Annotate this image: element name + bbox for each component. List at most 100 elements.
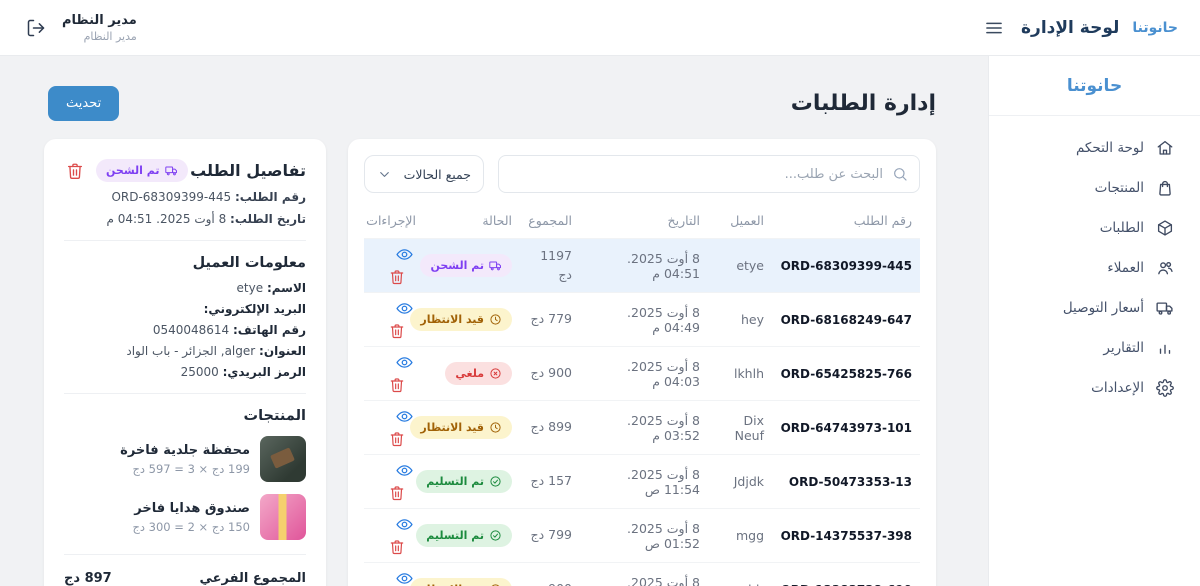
order-date-label: تاريخ الطلب:: [230, 212, 306, 226]
cell-customer: etye: [708, 238, 772, 293]
sidebar: حانوتنا لوحة التحكم المنتجات الطلبات العملا…: [988, 56, 1200, 586]
status-badge: تم التسليم: [416, 470, 512, 493]
field-label: رقم الهاتف:: [233, 323, 306, 337]
status-filter[interactable]: جميع الحالات: [364, 155, 484, 193]
customer-field: رقم الهاتف: 0540048614: [64, 323, 306, 337]
cell-total: 900 دج: [520, 346, 580, 401]
users-icon: [1156, 259, 1174, 277]
products-title: المنتجات: [243, 408, 306, 424]
cell-actions: [364, 562, 424, 586]
cell-actions: [364, 292, 424, 347]
check-circle-icon: [489, 475, 502, 488]
chevron-down-icon: [377, 167, 392, 182]
view-order-button[interactable]: [393, 405, 416, 428]
page-title: إدارة الطلبات: [790, 91, 936, 116]
field-label: البريد الإلكتروني:: [203, 302, 306, 316]
cell-order-id: ORD-14375537-398: [772, 508, 920, 563]
order-date-value: 8 أوت 2025. 04:51 م: [106, 212, 227, 226]
delete-order-button[interactable]: [386, 428, 408, 450]
cell-actions: [364, 508, 424, 563]
sidebar-nav: لوحة التحكم المنتجات الطلبات العملاء أسعار ا…: [989, 116, 1200, 420]
sidebar-item-label: العملاء: [1107, 260, 1144, 276]
user-role: مدير النظام: [83, 29, 137, 43]
cell-order-id: ORD-65425825-766: [772, 346, 920, 401]
truck-icon: [1156, 299, 1174, 317]
column-header[interactable]: المجموع: [528, 213, 572, 228]
trash-icon: [389, 539, 405, 555]
delete-order-button[interactable]: [386, 536, 408, 558]
product-item: محفظة جلدية فاخرة 199 دج × 3 = 597 دج: [64, 436, 306, 482]
trash-icon: [389, 269, 405, 285]
status-badge: قيد الانتظار: [410, 308, 512, 331]
status-badge: ملغي: [445, 362, 512, 385]
sidebar-item[interactable]: التقارير: [989, 328, 1200, 368]
search-input[interactable]: [498, 155, 920, 193]
clock-icon: [489, 421, 502, 434]
brand-block: حانوتنا لوحة الإدارة: [980, 14, 1178, 42]
menu-button[interactable]: [980, 14, 1008, 42]
eye-icon: [396, 408, 413, 425]
column-header[interactable]: رقم الطلب: [853, 213, 912, 228]
field-value: etye: [236, 281, 264, 295]
product-price-line: 199 دج × 3 = 597 دج: [132, 461, 250, 476]
cell-customer: bb: [708, 562, 772, 586]
cell-total: 899 دج: [520, 400, 580, 455]
view-order-button[interactable]: [393, 351, 416, 374]
cell-status: تم الشحن: [420, 238, 520, 293]
sidebar-item[interactable]: الطلبات: [989, 208, 1200, 248]
cell-date: 8 أوت 2025. 01:52 ص: [580, 508, 708, 563]
delete-order-button[interactable]: [64, 160, 86, 182]
sidebar-item[interactable]: العملاء: [989, 248, 1200, 288]
eye-icon: [396, 462, 413, 479]
sidebar-item-label: أسعار التوصيل: [1062, 300, 1144, 316]
customer-field: الرمز البريدي: 25000: [64, 365, 306, 379]
field-value: alger, الجزائر - باب الواد: [126, 344, 256, 358]
view-order-button[interactable]: [393, 513, 416, 536]
refresh-button[interactable]: تحديث: [48, 86, 120, 121]
view-order-button[interactable]: [393, 459, 416, 482]
table-row[interactable]: ORD-68168249-647 hey 8 أوت 2025. 04:49 م 77…: [364, 292, 920, 347]
trash-icon: [389, 377, 405, 393]
delete-order-button[interactable]: [386, 374, 408, 396]
sidebar-item[interactable]: الإعدادات: [989, 368, 1200, 408]
field-value: 0540048614: [152, 323, 230, 337]
shopping-bag-icon: [1156, 179, 1174, 197]
user-name: مدير النظام: [62, 12, 137, 28]
topbar: حانوتنا لوحة الإدارة مدير النظام مدير ال…: [0, 0, 1200, 56]
view-order-button[interactable]: [393, 243, 416, 266]
trash-icon: [66, 162, 84, 180]
sidebar-item[interactable]: لوحة التحكم: [989, 128, 1200, 168]
view-order-button[interactable]: [393, 297, 416, 320]
column-header[interactable]: التاريخ: [667, 213, 700, 228]
table-row[interactable]: ORD-65425825-766 lkhlh 8 أوت 2025. 04:03 م…: [364, 346, 920, 401]
column-header[interactable]: العميل: [730, 213, 764, 228]
app-logo: حانوتنا: [1132, 19, 1178, 36]
delete-order-button[interactable]: [386, 266, 408, 288]
table-row[interactable]: ORD-14375537-398 mgg 8 أوت 2025. 01:52 ص 79…: [364, 508, 920, 563]
view-order-button[interactable]: [393, 567, 416, 586]
cell-actions: [364, 454, 424, 509]
search-box: [498, 155, 920, 193]
column-header[interactable]: الإجراءات: [366, 213, 416, 228]
customer-info-title: معلومات العميل: [192, 255, 306, 271]
delete-order-button[interactable]: [386, 482, 408, 504]
sidebar-item[interactable]: المنتجات: [989, 168, 1200, 208]
check-circle-icon: [489, 529, 502, 542]
table-row[interactable]: ORD-13383738-690bb8 أوت 2025. 01:36 ص900…: [364, 562, 920, 586]
trash-icon: [389, 323, 405, 339]
user-text: مدير النظام مدير النظام: [62, 13, 137, 43]
column-header[interactable]: الحالة: [482, 213, 512, 228]
cell-total: 799 دج: [520, 508, 580, 563]
delete-order-button[interactable]: [386, 320, 408, 342]
logout-icon: [26, 18, 46, 38]
table-row[interactable]: ORD-64743973-101 Dix Neuf 8 أوت 2025. 03:5…: [364, 400, 920, 455]
cell-order-id: ORD-50473353-13: [772, 454, 920, 509]
logout-button[interactable]: [22, 14, 50, 42]
product-name: محفظة جلدية فاخرة: [120, 442, 250, 458]
sidebar-item[interactable]: أسعار التوصيل: [989, 288, 1200, 328]
cell-status: تم التسليم: [416, 454, 520, 509]
cell-status: قيد الانتظار: [410, 562, 520, 586]
